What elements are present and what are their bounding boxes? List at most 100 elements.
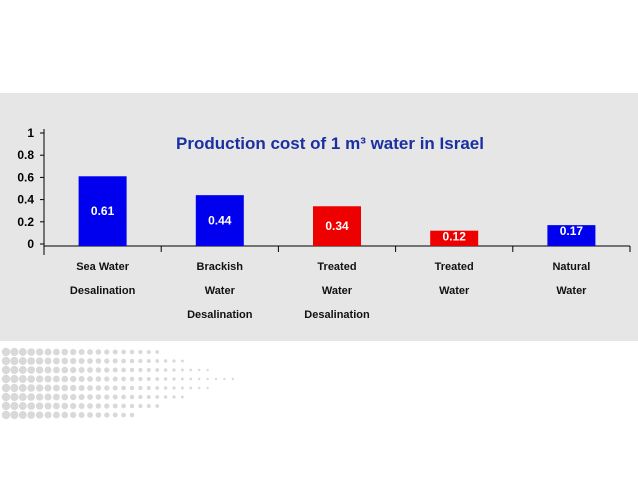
decorative-dot bbox=[78, 366, 85, 374]
decorative-dot bbox=[121, 412, 126, 418]
decorative-dot bbox=[155, 377, 160, 381]
decorative-dot bbox=[112, 394, 118, 400]
decorative-dot bbox=[172, 386, 176, 390]
decorative-dot bbox=[121, 394, 126, 400]
decorative-dot bbox=[18, 384, 27, 392]
y-tick-label: 0.4 bbox=[17, 193, 34, 207]
decorative-dot bbox=[95, 367, 102, 373]
data-label: 0.34 bbox=[325, 219, 349, 233]
decorative-dot bbox=[155, 359, 160, 363]
decorative-dot bbox=[112, 349, 118, 355]
decorative-dot bbox=[70, 375, 77, 383]
decorative-dot bbox=[70, 384, 77, 392]
decorative-dot bbox=[18, 393, 27, 401]
decorative-dot bbox=[112, 358, 118, 364]
decorative-dot bbox=[61, 393, 69, 401]
decorative-dot bbox=[104, 349, 110, 355]
decorative-dot bbox=[44, 375, 52, 383]
decorative-dot bbox=[1, 410, 11, 420]
decorative-dot bbox=[206, 368, 209, 372]
decorative-dot bbox=[44, 393, 52, 401]
decorative-dot bbox=[104, 394, 110, 400]
decorative-dot bbox=[10, 347, 19, 357]
decorative-dot bbox=[129, 412, 135, 418]
decorative-dot bbox=[61, 357, 69, 365]
decorative-dot bbox=[18, 366, 27, 374]
decorative-dot bbox=[35, 357, 44, 365]
decorative-dot bbox=[35, 411, 44, 419]
decorative-dot bbox=[104, 385, 110, 391]
decorative-dot bbox=[138, 349, 143, 355]
decorative-dot bbox=[172, 359, 176, 363]
decorative-dot bbox=[189, 386, 193, 390]
decorative-dot bbox=[18, 375, 27, 383]
decorative-dot bbox=[172, 368, 176, 372]
x-category-label: Treated Water bbox=[394, 255, 514, 303]
decorative-dot bbox=[52, 411, 60, 419]
x-category-label: Natural Water bbox=[511, 255, 631, 303]
decorative-dot bbox=[121, 358, 126, 364]
decorative-dot bbox=[1, 392, 11, 402]
x-category-label: Sea Water Desalination bbox=[43, 255, 163, 303]
decorative-dot bbox=[104, 376, 110, 382]
decorative-dot bbox=[155, 395, 160, 399]
decorative-dot bbox=[172, 395, 176, 399]
decorative-dot bbox=[10, 365, 19, 375]
decorative-dot bbox=[27, 411, 36, 419]
x-category-label-line: Water bbox=[439, 285, 470, 297]
decorative-dot bbox=[121, 385, 126, 391]
decorative-dot-pattern bbox=[1, 347, 234, 420]
decorative-dot bbox=[104, 367, 110, 373]
decorative-dot bbox=[197, 386, 201, 390]
decorative-dot bbox=[10, 374, 19, 384]
decorative-dot bbox=[87, 394, 93, 400]
decorative-dot bbox=[172, 377, 176, 381]
x-category-label-line: Treated bbox=[317, 261, 357, 273]
decorative-dot bbox=[44, 402, 52, 410]
decorative-dot bbox=[138, 358, 143, 364]
x-category-label-line: Sea Water bbox=[76, 261, 129, 273]
decorative-dot bbox=[27, 366, 36, 374]
decorative-dot bbox=[138, 385, 143, 391]
decorative-dot bbox=[112, 376, 118, 382]
decorative-dot bbox=[52, 366, 60, 374]
decorative-dot bbox=[10, 392, 19, 402]
decorative-dot bbox=[214, 377, 218, 381]
decorative-dot bbox=[95, 412, 102, 418]
decorative-dot bbox=[78, 402, 85, 410]
decorative-dot bbox=[206, 386, 209, 390]
decorative-dot bbox=[155, 350, 160, 354]
data-label: 0.61 bbox=[91, 204, 115, 218]
x-category-label-line: Treated bbox=[434, 261, 474, 273]
decorative-dot bbox=[1, 356, 11, 366]
decorative-dot bbox=[78, 357, 85, 365]
decorative-dot bbox=[35, 393, 44, 401]
decorative-dot bbox=[163, 368, 168, 372]
data-label: 0.17 bbox=[560, 224, 584, 238]
decorative-dot bbox=[78, 393, 85, 401]
decorative-dot bbox=[146, 350, 151, 354]
x-category-label-line: Desalination bbox=[69, 285, 136, 297]
decorative-dot bbox=[163, 359, 168, 363]
decorative-dot bbox=[27, 384, 36, 392]
decorative-dot bbox=[129, 403, 135, 409]
decorative-dot bbox=[18, 411, 27, 419]
decorative-dot bbox=[52, 348, 60, 356]
decorative-dot bbox=[197, 368, 201, 372]
decorative-dot bbox=[121, 376, 126, 382]
decorative-dot bbox=[1, 347, 11, 357]
decorative-dot bbox=[112, 403, 118, 409]
decorative-dot bbox=[78, 348, 85, 356]
decorative-dot bbox=[129, 376, 135, 382]
decorative-dot bbox=[121, 403, 126, 409]
data-label: 0.12 bbox=[443, 230, 467, 244]
decorative-dot bbox=[95, 403, 102, 409]
decorative-dot bbox=[44, 384, 52, 392]
decorative-dot bbox=[95, 376, 102, 382]
bar bbox=[78, 176, 127, 246]
decorative-dot bbox=[44, 357, 52, 365]
decorative-dot bbox=[121, 367, 126, 373]
decorative-dot bbox=[35, 348, 44, 356]
decorative-dot bbox=[35, 402, 44, 410]
decorative-dot bbox=[87, 349, 93, 355]
